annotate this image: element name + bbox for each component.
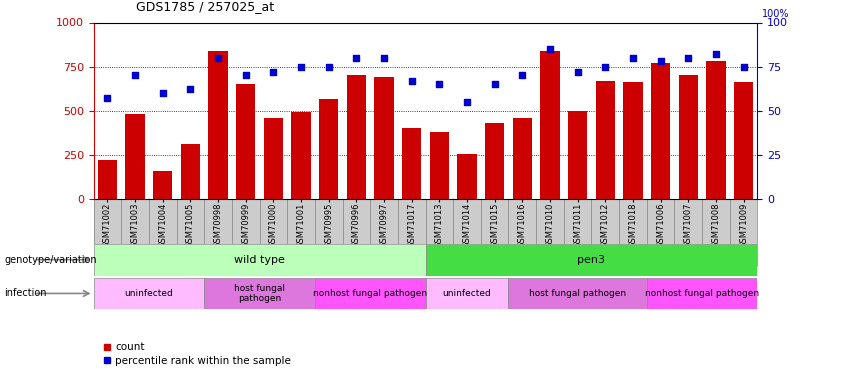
Bar (180, 144, 200, 199)
Bar (287, 199, 315, 266)
Point (377, 55, 391, 61)
Point (266, 69, 280, 75)
Point (405, 78, 419, 84)
Bar (153, 171, 173, 199)
Text: 100%: 100% (762, 9, 789, 19)
Text: infection: infection (4, 288, 47, 298)
Bar (342, 199, 370, 266)
Bar (702, 199, 729, 266)
Point (322, 63, 335, 70)
Text: nonhost fungal pathogen: nonhost fungal pathogen (645, 289, 759, 298)
Point (654, 58, 667, 64)
Bar (678, 75, 698, 199)
Bar (485, 123, 505, 199)
Text: uninfected: uninfected (443, 289, 491, 298)
Bar (315, 278, 426, 309)
Point (239, 72, 253, 78)
Bar (734, 81, 753, 199)
Bar (453, 199, 481, 266)
Text: genotype/variation: genotype/variation (4, 255, 97, 265)
Bar (370, 199, 397, 266)
Point (682, 55, 695, 61)
Bar (623, 82, 643, 199)
Point (709, 51, 722, 57)
Bar (729, 199, 757, 266)
Bar (94, 199, 121, 266)
Bar (204, 278, 315, 309)
Bar (508, 199, 536, 266)
Bar (204, 199, 231, 266)
Bar (536, 199, 563, 266)
Bar (512, 118, 532, 199)
Bar (315, 199, 342, 266)
Bar (426, 244, 757, 276)
Bar (591, 199, 619, 266)
Point (129, 72, 142, 78)
Bar (94, 244, 426, 276)
Point (543, 46, 557, 52)
Point (571, 69, 585, 75)
Text: nonhost fungal pathogen: nonhost fungal pathogen (313, 289, 427, 298)
Point (211, 55, 225, 61)
Bar (596, 81, 615, 199)
Bar (94, 278, 204, 309)
Bar (651, 63, 671, 199)
Point (598, 63, 612, 70)
Bar (260, 199, 287, 266)
Bar (149, 199, 176, 266)
Point (184, 87, 197, 93)
Point (737, 63, 751, 70)
Text: uninfected: uninfected (124, 289, 174, 298)
Bar (291, 112, 311, 199)
Bar (647, 278, 757, 309)
Bar (426, 278, 508, 309)
Bar (121, 199, 149, 266)
Bar (619, 199, 647, 266)
Bar (430, 132, 449, 199)
Point (100, 95, 114, 101)
Bar (98, 160, 117, 199)
Text: pen3: pen3 (578, 255, 605, 265)
Point (294, 63, 308, 70)
Bar (397, 199, 426, 266)
Bar (264, 118, 283, 199)
Bar (231, 199, 260, 266)
Point (488, 81, 501, 87)
Point (156, 90, 169, 96)
Bar (176, 199, 204, 266)
Bar (402, 128, 421, 199)
Point (460, 99, 474, 105)
Bar (647, 199, 674, 266)
Text: host fungal pathogen: host fungal pathogen (529, 289, 626, 298)
Bar (706, 61, 726, 199)
Bar (568, 111, 587, 199)
Bar (346, 75, 366, 199)
Bar (208, 51, 228, 199)
Point (626, 55, 640, 61)
Bar (508, 278, 647, 309)
Point (350, 55, 363, 61)
Text: host fungal
pathogen: host fungal pathogen (234, 284, 285, 303)
Bar (457, 154, 477, 199)
Bar (374, 77, 394, 199)
Text: GDS1785 / 257025_at: GDS1785 / 257025_at (136, 0, 274, 13)
Bar (319, 99, 339, 199)
Bar (540, 51, 560, 199)
Bar (426, 199, 453, 266)
Bar (674, 199, 702, 266)
Bar (563, 199, 591, 266)
Bar (481, 199, 508, 266)
Point (516, 72, 529, 78)
Text: wild type: wild type (234, 255, 285, 265)
Bar (236, 84, 255, 199)
Point (432, 81, 446, 87)
Legend: count, percentile rank within the sample: count, percentile rank within the sample (99, 338, 295, 370)
Bar (125, 114, 145, 199)
